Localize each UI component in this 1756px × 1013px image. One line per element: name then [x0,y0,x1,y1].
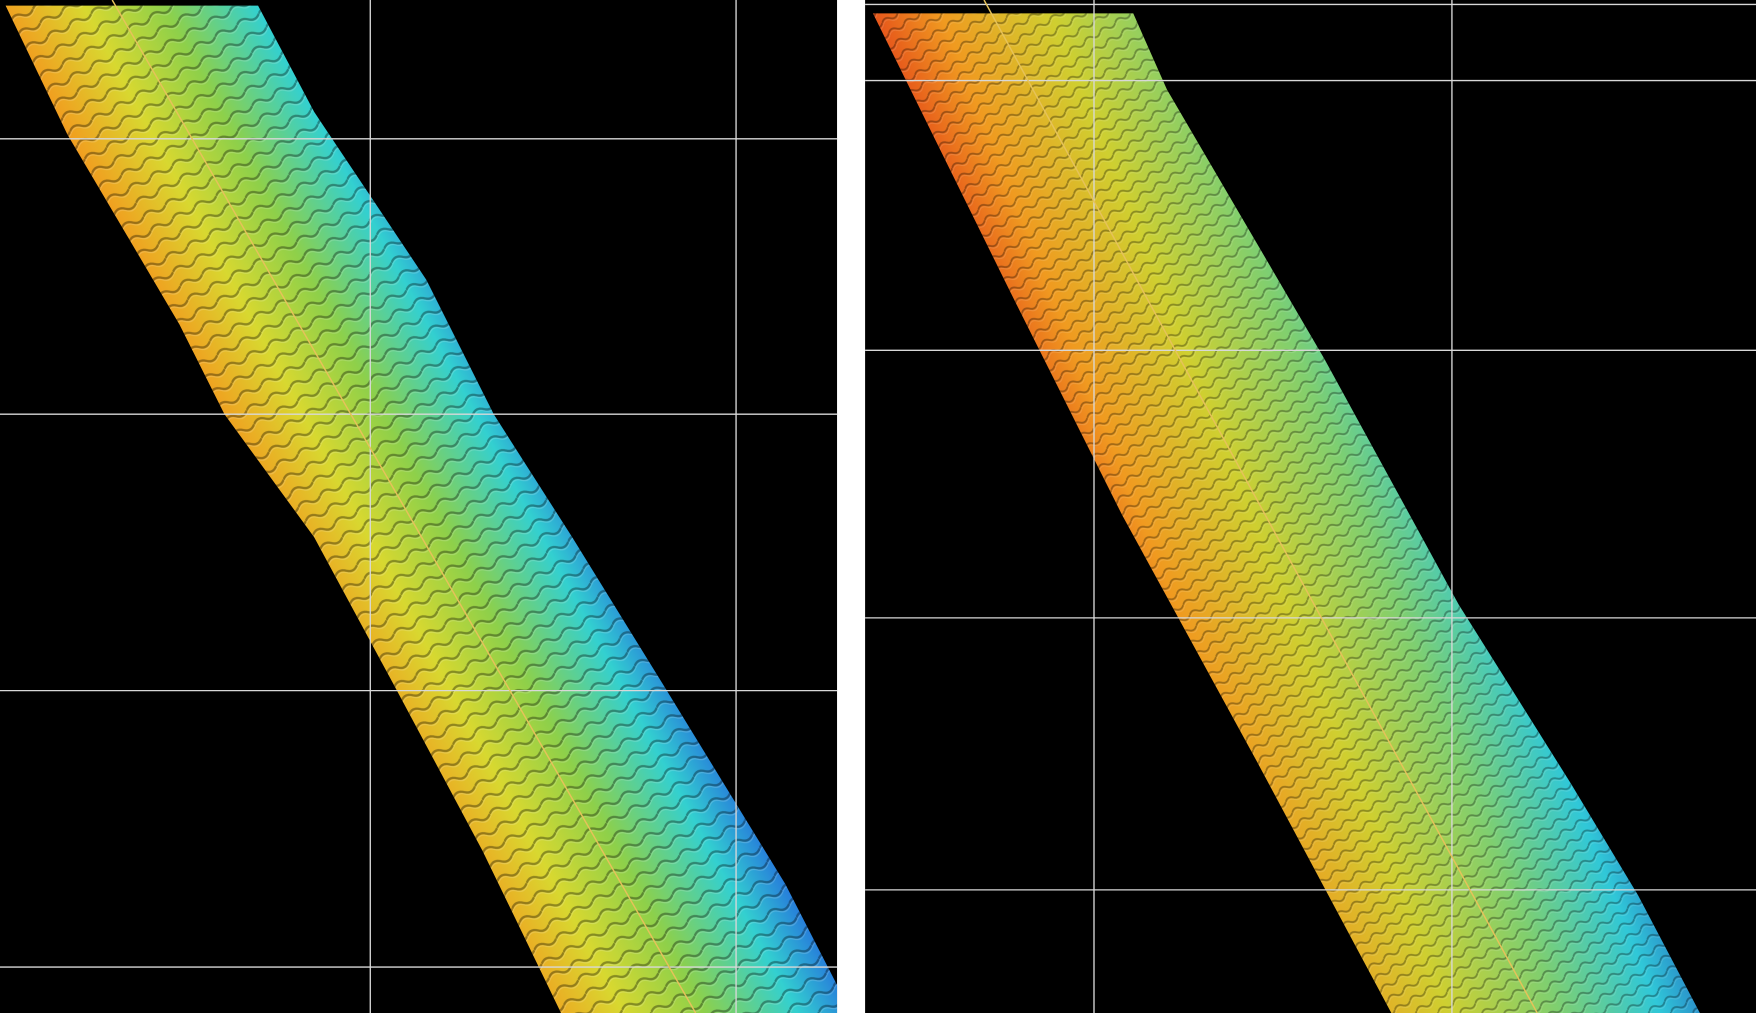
bathymetry-view [0,0,1756,1013]
page: Bathymetry swaths html, body { margin: 0… [0,0,1756,1013]
page-body: {} [0,0,1756,1013]
